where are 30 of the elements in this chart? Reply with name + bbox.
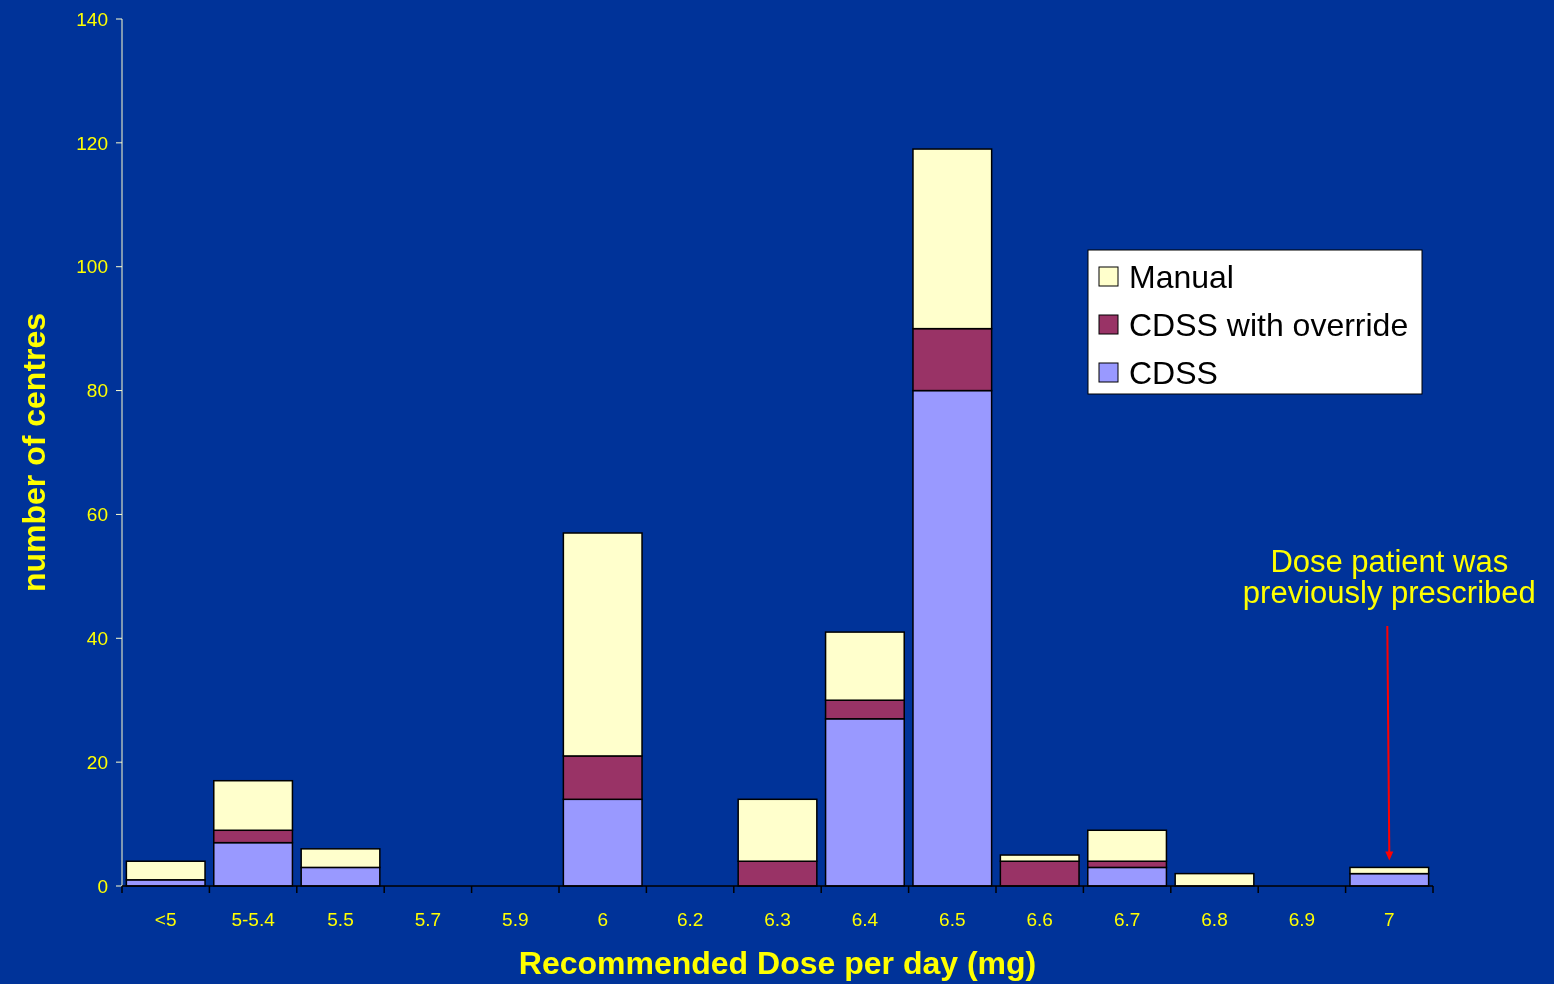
- x-tick-label: 6.7: [1113, 909, 1141, 930]
- y-tick-label: 20: [86, 751, 108, 773]
- y-axis-title: number of centres: [16, 312, 52, 593]
- legend-label: CDSS: [1129, 355, 1218, 392]
- legend-label: CDSS with override: [1129, 307, 1409, 344]
- y-tick-label: 60: [86, 504, 108, 526]
- y-tick-label: 40: [86, 627, 108, 649]
- x-tick-label: 6.5: [939, 909, 966, 930]
- x-tick-label: 5.7: [414, 909, 442, 930]
- legend-label: Manual: [1129, 259, 1234, 296]
- x-tick-label: 6.6: [1026, 909, 1053, 930]
- y-tick-label: 140: [76, 8, 108, 30]
- x-tick-label: <5: [154, 909, 177, 930]
- y-tick-label: 120: [76, 132, 108, 154]
- x-tick-label: 5.5: [327, 909, 354, 930]
- bar: [125, 860, 206, 881]
- x-tick-label: 6.3: [764, 909, 791, 930]
- x-tick-label: 7: [1384, 909, 1395, 930]
- x-tick-label: 6.9: [1288, 909, 1316, 930]
- y-tick-label: 100: [76, 256, 108, 278]
- y-tick-label: 0: [97, 875, 108, 897]
- x-tick-label: 6.4: [851, 909, 879, 930]
- x-tick-label: 5-5.4: [231, 909, 276, 930]
- x-tick-label: 6: [597, 909, 608, 930]
- x-tick-label: 6.8: [1201, 909, 1228, 930]
- x-tick-label: 5.9: [502, 909, 529, 930]
- y-tick-label: 80: [86, 380, 108, 402]
- x-axis-title: Recommended Dose per day (mg): [518, 945, 1037, 981]
- x-tick-label: 6.2: [676, 909, 704, 930]
- annotation: Dose patient was previously prescribed: [1242, 544, 1536, 610]
